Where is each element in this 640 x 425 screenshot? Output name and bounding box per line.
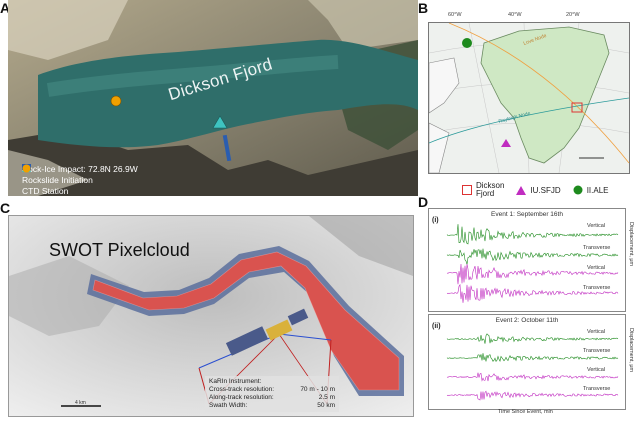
ylabel-2: Displacement, μm (628, 328, 634, 373)
event-1-box: Event 1: September 16th (i) Vertical Tra… (428, 208, 626, 312)
seismic-trace (446, 248, 619, 265)
legend-item: Rockslide Initiation (22, 164, 138, 186)
trace-label: Transverse (583, 245, 611, 251)
station-sfjd-marker (501, 139, 511, 147)
lon-tick: 60°W (448, 12, 462, 18)
map-svg: Love Node Rayleigh Node (429, 23, 629, 173)
seismic-trace (446, 224, 619, 245)
trace-label: Vertical (587, 367, 606, 373)
karin-key: Swath Width: (209, 402, 248, 409)
scale-label: 4 km (75, 400, 86, 406)
event-2-title: Event 2: October 11th (495, 317, 559, 324)
circle-orange-icon (22, 164, 31, 173)
panel-letter-a: A (0, 0, 11, 16)
seismic-trace (446, 333, 619, 344)
circle-green-icon (573, 185, 583, 195)
seismogram-panel: Event 1: September 16th (i) Vertical Tra… (428, 208, 634, 416)
legend-item: Rock-Ice Impact: 72.8N 26.9W (22, 164, 138, 175)
station-ale-marker (462, 38, 472, 48)
legend-item: Dickson Fjord (462, 182, 504, 198)
event-1-title: Event 1: September 16th (491, 211, 563, 218)
roman-i: (i) (432, 217, 439, 224)
panel-a-legend: Rock-Ice Impact: 72.8N 26.9W Rockslide I… (22, 164, 138, 196)
event-2-traces (446, 333, 619, 401)
karin-key: Cross-track resolution: (209, 386, 275, 393)
legend-item: II.ALE (573, 185, 609, 195)
event-2-box: Event 2: October 11th (ii) Vertical Tran… (428, 314, 626, 410)
triangle-magenta-icon (516, 185, 527, 195)
legend-item: CTD Station (22, 164, 138, 196)
trace-label: Vertical (587, 265, 606, 271)
panel-b-legend: Dickson Fjord IU.SFJD II.ALE (462, 182, 608, 198)
swot-satellite-icon (225, 308, 309, 356)
panel-letter-c: C (0, 200, 11, 216)
seismic-trace (446, 353, 619, 363)
satellite-image (8, 0, 418, 196)
square-red-outline-icon (462, 185, 472, 195)
swot-pixelcloud-panel: SWOT Pixelcloud 4 km KaRIn Instrument: C… (8, 215, 414, 417)
legend-label: Rock-Ice Impact: 72.8N 26.9W (22, 164, 138, 174)
lon-tick: 40°W (508, 12, 522, 18)
dickson-fjord-marker (571, 102, 583, 113)
panel-letter-b: B (418, 0, 429, 16)
trace-label: Vertical (587, 223, 606, 229)
karin-value: 50 km (317, 402, 335, 409)
seismic-trace (446, 283, 619, 303)
swot-title: SWOT Pixelcloud (49, 240, 190, 260)
greenland-map: Love Node Rayleigh Node (428, 22, 630, 174)
roman-ii: (ii) (432, 323, 441, 330)
legend-label: CTD Station (22, 186, 69, 196)
trace-label: Vertical (587, 329, 606, 335)
karin-row: Swath Width: 50 km (209, 402, 335, 410)
karin-info-box: KaRIn Instrument: Cross-track resolution… (205, 376, 339, 412)
karin-key: Along-track resolution: (209, 394, 274, 401)
ylabel-1: Displacement, μm (628, 222, 634, 267)
karin-value: 70 m - 10 m (300, 386, 335, 393)
karin-value: 2.5 m (318, 394, 335, 401)
legend-label: II.ALE (586, 185, 609, 195)
legend-item: IU.SFJD (516, 185, 561, 195)
legend-label: Dickson Fjord (476, 181, 505, 198)
trace-label: Transverse (583, 285, 611, 291)
panel-letter-d: D (418, 194, 429, 210)
trace-label: Transverse (583, 348, 611, 354)
karin-title: KaRIn Instrument: (209, 378, 262, 385)
seismic-trace (446, 263, 619, 285)
xlabel: Time Since Event, min (498, 409, 553, 415)
seismic-trace (446, 390, 619, 401)
seismic-trace (446, 372, 619, 382)
legend-label: IU.SFJD (530, 185, 561, 195)
satellite-image-panel: Dickson Fjord Rock-Ice Impact: 72.8N 26.… (8, 0, 418, 196)
legend-label: Rockslide Initiation (22, 175, 93, 185)
karin-row: Cross-track resolution: 70 m - 10 m (209, 386, 335, 394)
lon-tick: 20°W (566, 12, 580, 18)
karin-row: Along-track resolution: 2.5 m (209, 394, 335, 402)
trace-label: Transverse (583, 386, 611, 392)
event-1-traces (446, 224, 619, 303)
